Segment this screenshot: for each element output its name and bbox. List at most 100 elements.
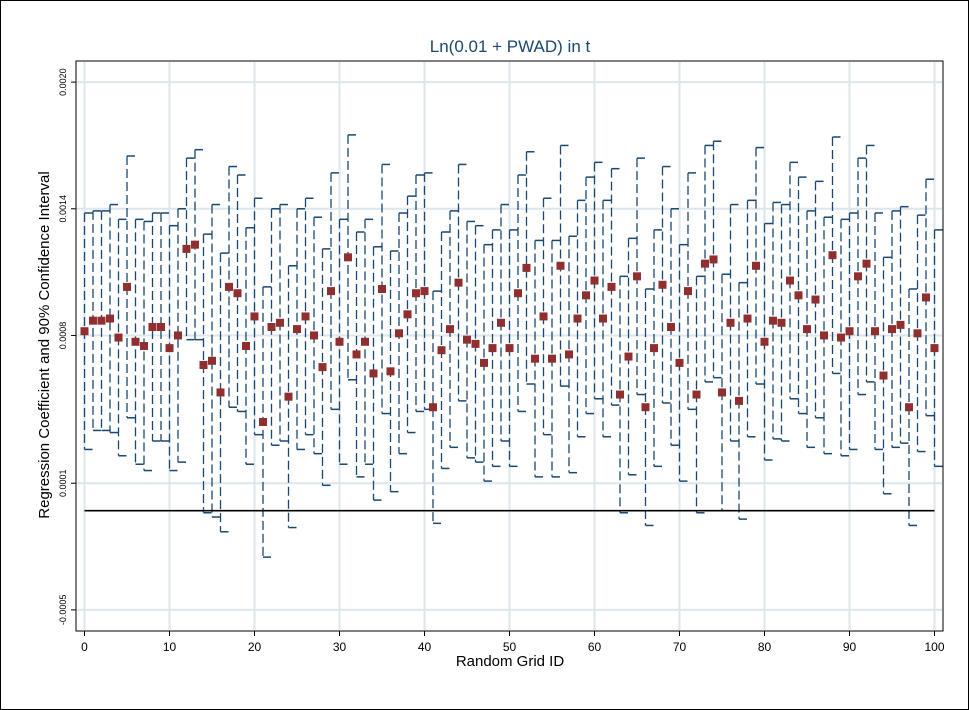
data-point (208, 356, 216, 365)
data-point (709, 255, 718, 264)
data-point (131, 337, 140, 346)
data-point (743, 314, 752, 323)
data-point (233, 289, 242, 298)
data-point (284, 392, 293, 401)
data-point (573, 314, 582, 323)
data-point (888, 325, 896, 334)
x-tick-label: 90 (843, 640, 857, 654)
data-point (514, 289, 522, 298)
data-point (837, 333, 845, 342)
data-point (335, 337, 344, 346)
data-point (854, 272, 862, 281)
data-point (310, 331, 318, 340)
data-point (395, 329, 403, 338)
data-point (437, 346, 446, 355)
y-tick-label: 0.0001 (58, 469, 68, 497)
x-tick-label: 40 (418, 640, 432, 654)
data-point (420, 287, 429, 296)
data-point (267, 323, 276, 331)
data-point (378, 285, 386, 293)
data-point (216, 388, 225, 397)
data-point (624, 352, 633, 361)
data-point (276, 318, 284, 327)
data-point (735, 396, 743, 405)
data-point (191, 240, 199, 249)
coefficient-points (80, 240, 939, 426)
data-point (301, 312, 310, 321)
x-tick-label: 80 (758, 640, 772, 654)
data-point (471, 339, 480, 348)
data-point (650, 344, 658, 353)
data-point (140, 342, 148, 350)
y-tick-label: 0.0014 (58, 195, 68, 223)
x-tick-label: 0 (81, 640, 88, 654)
data-point (828, 251, 837, 260)
x-axis-ticks: 0 10 20 30 40 50 60 70 80 90 100 (81, 631, 945, 654)
x-tick-label: 50 (503, 640, 517, 654)
data-point (97, 316, 106, 325)
y-tick-label: 0.0020 (58, 68, 68, 96)
data-point (701, 259, 709, 268)
chart-title: Ln(0.01 + PWAD) in t (430, 37, 591, 56)
data-point (641, 403, 650, 412)
data-point (361, 337, 369, 346)
data-point (454, 278, 463, 287)
data-point (386, 367, 395, 376)
data-point (531, 354, 539, 363)
data-point (896, 320, 905, 329)
x-tick-label: 30 (333, 640, 347, 654)
x-tick-label: 100 (924, 640, 944, 654)
y-axis-ticks: -0.0005 0.0001 0.0008 0.0014 0.0020 (58, 68, 76, 625)
data-point (582, 291, 590, 300)
data-point (488, 344, 497, 353)
data-point (293, 325, 301, 334)
data-point (446, 325, 454, 334)
y-axis-title: Regression Coefficient and 90% Confidenc… (36, 171, 53, 518)
data-point (522, 263, 531, 272)
data-point (505, 344, 514, 353)
data-point (480, 358, 488, 367)
y-tick-label: 0.0008 (58, 322, 68, 350)
data-point (539, 312, 548, 321)
x-tick-label: 10 (163, 640, 177, 654)
x-tick-label: 70 (673, 640, 687, 654)
y-tick-label: -0.0005 (58, 595, 68, 626)
data-point (820, 331, 828, 340)
data-point (344, 253, 352, 262)
data-point (905, 403, 913, 412)
data-point (225, 282, 233, 291)
data-point (157, 323, 165, 331)
data-point (752, 261, 760, 270)
data-point (803, 325, 811, 334)
data-point (165, 344, 174, 353)
data-point (667, 323, 675, 331)
data-point (80, 327, 89, 336)
data-point (913, 329, 922, 338)
x-tick-label: 60 (588, 640, 602, 654)
data-point (599, 314, 607, 323)
data-point (497, 318, 505, 327)
data-point (692, 390, 701, 399)
data-point (556, 261, 565, 270)
data-point (590, 276, 599, 285)
data-point (862, 259, 871, 268)
data-point (565, 350, 573, 359)
x-axis-title: Random Grid ID (456, 653, 565, 670)
data-point (607, 282, 616, 291)
data-point (250, 312, 259, 321)
data-point (429, 403, 437, 412)
data-point (718, 388, 726, 397)
data-point (199, 361, 208, 369)
data-point (403, 310, 412, 319)
data-point (369, 369, 378, 378)
data-point (548, 354, 556, 363)
data-point (930, 344, 939, 353)
data-point (182, 244, 191, 253)
data-point (106, 314, 114, 323)
data-point (786, 276, 794, 285)
data-point (777, 318, 786, 327)
data-point (726, 318, 735, 327)
data-point (811, 295, 820, 304)
